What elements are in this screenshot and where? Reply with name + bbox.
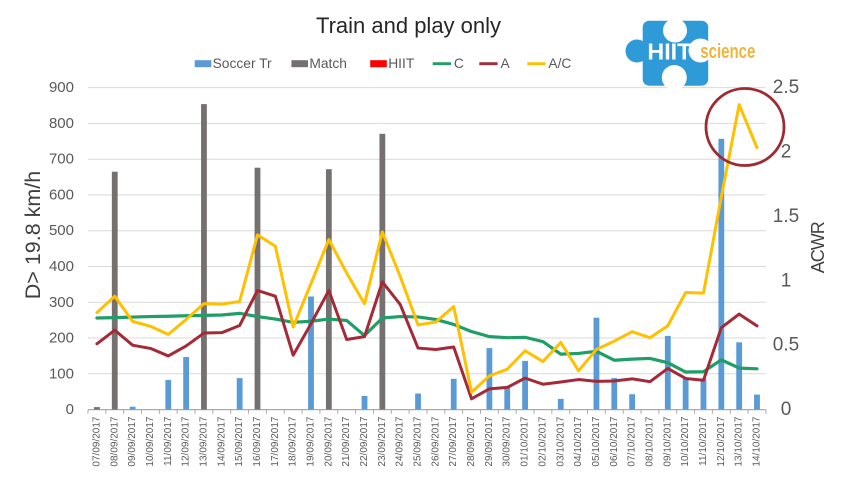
svg-text:0: 0 [781, 399, 792, 420]
svg-text:Soccer Tr: Soccer Tr [213, 56, 272, 71]
svg-text:07/10/2017: 07/10/2017 [627, 416, 638, 466]
svg-text:25/09/2017: 25/09/2017 [413, 416, 424, 466]
svg-text:400: 400 [49, 258, 74, 275]
svg-text:14/09/2017: 14/09/2017 [216, 416, 227, 466]
svg-text:Match: Match [309, 56, 347, 71]
svg-text:11/10/2017: 11/10/2017 [698, 416, 709, 466]
svg-text:HIIT: HIIT [647, 39, 692, 65]
svg-text:0: 0 [66, 401, 74, 418]
svg-text:1.5: 1.5 [773, 206, 799, 227]
svg-text:19/09/2017: 19/09/2017 [306, 416, 317, 466]
svg-text:05/10/2017: 05/10/2017 [591, 416, 602, 466]
svg-text:Train and play only: Train and play only [316, 13, 501, 38]
svg-text:09/09/2017: 09/09/2017 [127, 416, 138, 466]
svg-text:09/10/2017: 09/10/2017 [662, 416, 673, 466]
svg-text:20/09/2017: 20/09/2017 [323, 416, 334, 466]
svg-text:100: 100 [49, 365, 74, 382]
svg-text:HIIT: HIIT [388, 56, 415, 71]
svg-text:A: A [501, 56, 511, 71]
svg-text:10/10/2017: 10/10/2017 [680, 416, 691, 466]
svg-text:0.5: 0.5 [773, 335, 799, 356]
svg-text:13/10/2017: 13/10/2017 [734, 416, 745, 466]
svg-text:1: 1 [781, 270, 792, 291]
svg-text:10/09/2017: 10/09/2017 [145, 416, 156, 466]
svg-text:08/10/2017: 08/10/2017 [644, 416, 655, 466]
svg-text:23/09/2017: 23/09/2017 [377, 416, 388, 466]
svg-text:21/09/2017: 21/09/2017 [341, 416, 352, 466]
svg-text:30/09/2017: 30/09/2017 [502, 416, 513, 466]
svg-text:04/10/2017: 04/10/2017 [573, 416, 584, 466]
svg-text:06/10/2017: 06/10/2017 [609, 416, 620, 466]
svg-text:08/09/2017: 08/09/2017 [109, 416, 120, 466]
svg-text:500: 500 [49, 222, 74, 239]
svg-text:26/09/2017: 26/09/2017 [430, 416, 441, 466]
svg-text:16/09/2017: 16/09/2017 [252, 416, 263, 466]
svg-text:2: 2 [781, 142, 792, 163]
svg-text:15/09/2017: 15/09/2017 [234, 416, 245, 466]
svg-text:27/09/2017: 27/09/2017 [448, 416, 459, 466]
svg-text:12/09/2017: 12/09/2017 [181, 416, 192, 466]
svg-text:01/10/2017: 01/10/2017 [520, 416, 531, 466]
svg-text:13/09/2017: 13/09/2017 [198, 416, 209, 466]
svg-text:17/09/2017: 17/09/2017 [270, 416, 281, 466]
svg-text:28/09/2017: 28/09/2017 [466, 416, 477, 466]
svg-text:600: 600 [49, 186, 74, 203]
svg-text:C: C [454, 56, 464, 71]
svg-text:science: science [700, 41, 755, 63]
svg-text:02/10/2017: 02/10/2017 [537, 416, 548, 466]
svg-text:700: 700 [49, 151, 74, 168]
svg-text:800: 800 [49, 115, 74, 132]
svg-text:24/09/2017: 24/09/2017 [395, 416, 406, 466]
svg-text:11/09/2017: 11/09/2017 [163, 416, 174, 466]
svg-text:200: 200 [49, 330, 74, 347]
svg-text:2.5: 2.5 [773, 77, 799, 98]
svg-text:18/09/2017: 18/09/2017 [288, 416, 299, 466]
svg-text:07/09/2017: 07/09/2017 [91, 416, 102, 466]
svg-text:12/10/2017: 12/10/2017 [716, 416, 727, 466]
svg-text:A/C: A/C [548, 56, 571, 71]
svg-text:22/09/2017: 22/09/2017 [359, 416, 370, 466]
svg-text:300: 300 [49, 294, 74, 311]
svg-text:29/09/2017: 29/09/2017 [484, 416, 495, 466]
svg-text:D> 19.8 km/h: D> 19.8 km/h [21, 171, 45, 299]
svg-text:900: 900 [49, 79, 74, 96]
svg-text:14/10/2017: 14/10/2017 [752, 416, 763, 466]
svg-text:ACWR: ACWR [808, 221, 828, 273]
svg-text:03/10/2017: 03/10/2017 [555, 416, 566, 466]
